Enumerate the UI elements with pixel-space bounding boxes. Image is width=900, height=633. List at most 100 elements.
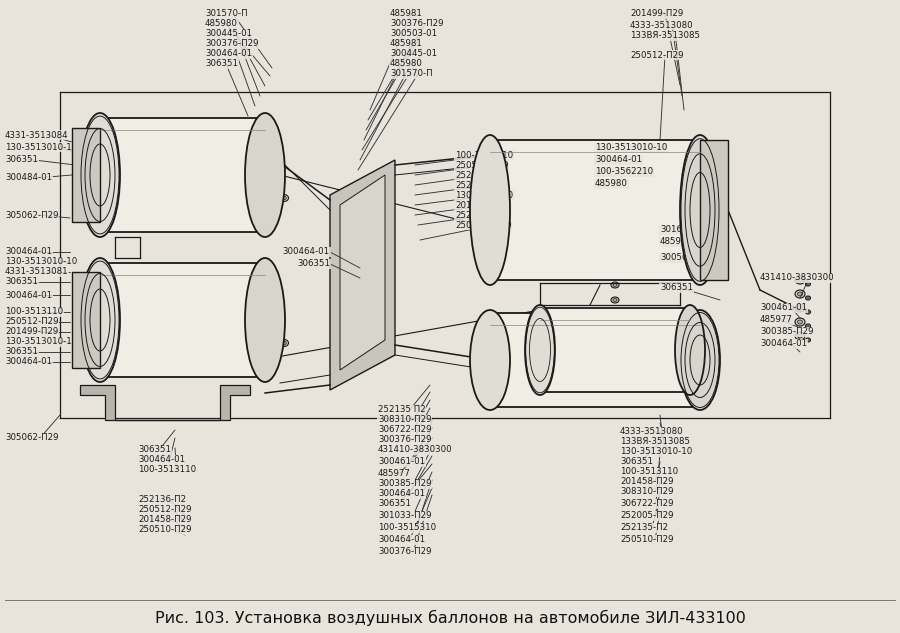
Ellipse shape	[613, 284, 617, 287]
Ellipse shape	[707, 170, 717, 178]
Ellipse shape	[351, 276, 359, 282]
Ellipse shape	[77, 295, 83, 299]
Ellipse shape	[797, 278, 803, 282]
Ellipse shape	[267, 311, 276, 318]
Text: 306722-П29: 306722-П29	[378, 425, 431, 434]
Ellipse shape	[490, 213, 499, 220]
Text: 301570-П: 301570-П	[390, 70, 433, 78]
Ellipse shape	[806, 282, 811, 286]
Ellipse shape	[282, 341, 286, 345]
Ellipse shape	[493, 227, 502, 234]
Ellipse shape	[806, 310, 811, 314]
Ellipse shape	[257, 141, 262, 144]
Ellipse shape	[262, 298, 271, 304]
Text: 485977: 485977	[378, 470, 411, 479]
Ellipse shape	[75, 313, 85, 321]
Text: 308310-П29: 308310-П29	[620, 487, 673, 496]
Text: 306722-П29: 306722-П29	[620, 499, 673, 508]
Ellipse shape	[280, 194, 289, 201]
Text: 300484-01: 300484-01	[5, 173, 52, 182]
Text: 306351: 306351	[205, 60, 238, 68]
Ellipse shape	[623, 351, 627, 353]
Ellipse shape	[795, 332, 805, 340]
Ellipse shape	[75, 189, 85, 197]
Ellipse shape	[613, 313, 617, 316]
Ellipse shape	[351, 282, 359, 288]
Text: 100-3515310: 100-3515310	[378, 523, 436, 532]
Polygon shape	[72, 272, 100, 368]
Ellipse shape	[361, 284, 365, 287]
Ellipse shape	[611, 312, 619, 318]
Ellipse shape	[806, 283, 809, 285]
Text: 300376-П29: 300376-П29	[378, 436, 431, 444]
Text: 100-3513110: 100-3513110	[5, 308, 63, 316]
Ellipse shape	[493, 372, 502, 380]
Ellipse shape	[707, 196, 717, 204]
Text: 300464-01: 300464-01	[378, 489, 425, 499]
Ellipse shape	[709, 250, 715, 254]
Ellipse shape	[77, 315, 83, 319]
Ellipse shape	[484, 186, 488, 190]
Ellipse shape	[806, 338, 811, 342]
Text: 250510-П29: 250510-П29	[455, 161, 508, 170]
Ellipse shape	[623, 339, 627, 341]
Ellipse shape	[709, 172, 715, 176]
Text: 301033-П29: 301033-П29	[378, 511, 431, 520]
Text: 306351: 306351	[5, 348, 38, 356]
Text: 300385-П29: 300385-П29	[378, 480, 431, 489]
Ellipse shape	[275, 182, 280, 185]
Polygon shape	[340, 175, 385, 370]
Polygon shape	[540, 308, 690, 392]
Ellipse shape	[709, 198, 715, 202]
Text: 485980: 485980	[595, 180, 628, 189]
Text: 300445-01: 300445-01	[205, 30, 252, 39]
Text: 4333-3513080: 4333-3513080	[620, 427, 684, 437]
Ellipse shape	[806, 311, 809, 313]
Text: 252135-П2: 252135-П2	[620, 523, 668, 532]
Ellipse shape	[795, 290, 805, 298]
Text: 4333-3513080: 4333-3513080	[630, 20, 694, 30]
Ellipse shape	[496, 374, 500, 378]
Ellipse shape	[264, 154, 268, 158]
Text: 306351: 306351	[620, 458, 653, 467]
Ellipse shape	[709, 224, 715, 228]
Text: 252136-П2: 252136-П2	[455, 211, 503, 220]
Polygon shape	[700, 140, 728, 280]
Polygon shape	[80, 385, 250, 420]
Text: 485981: 485981	[390, 39, 423, 49]
Ellipse shape	[613, 299, 617, 301]
Polygon shape	[490, 140, 700, 280]
Ellipse shape	[797, 334, 803, 338]
Text: 305062-П29: 305062-П29	[5, 211, 58, 220]
Text: 201499-П29: 201499-П29	[5, 327, 58, 337]
Ellipse shape	[806, 296, 811, 300]
Ellipse shape	[795, 318, 805, 326]
Ellipse shape	[623, 363, 627, 365]
Text: 130-3560040: 130-3560040	[455, 191, 513, 199]
Text: 201458-П29: 201458-П29	[138, 515, 192, 525]
Ellipse shape	[257, 285, 262, 289]
Ellipse shape	[353, 284, 357, 287]
Ellipse shape	[806, 324, 811, 328]
Text: 201454-П29: 201454-П29	[455, 201, 508, 210]
Polygon shape	[100, 263, 265, 377]
Ellipse shape	[482, 337, 490, 344]
Ellipse shape	[496, 229, 500, 232]
Ellipse shape	[274, 180, 283, 187]
Ellipse shape	[488, 200, 492, 204]
Ellipse shape	[482, 184, 490, 192]
Ellipse shape	[470, 310, 510, 410]
Text: 252005-П29: 252005-П29	[620, 511, 673, 520]
Ellipse shape	[77, 191, 83, 195]
Text: 300464-01: 300464-01	[5, 358, 52, 367]
Ellipse shape	[485, 199, 494, 206]
Ellipse shape	[709, 146, 715, 150]
Text: 308310-П29: 308310-П29	[378, 415, 431, 425]
Ellipse shape	[77, 211, 83, 215]
Ellipse shape	[353, 277, 357, 280]
Text: 300461-01: 300461-01	[378, 458, 425, 467]
Polygon shape	[72, 128, 100, 222]
Ellipse shape	[797, 320, 803, 324]
Text: 485980: 485980	[205, 20, 238, 28]
Ellipse shape	[680, 135, 720, 285]
